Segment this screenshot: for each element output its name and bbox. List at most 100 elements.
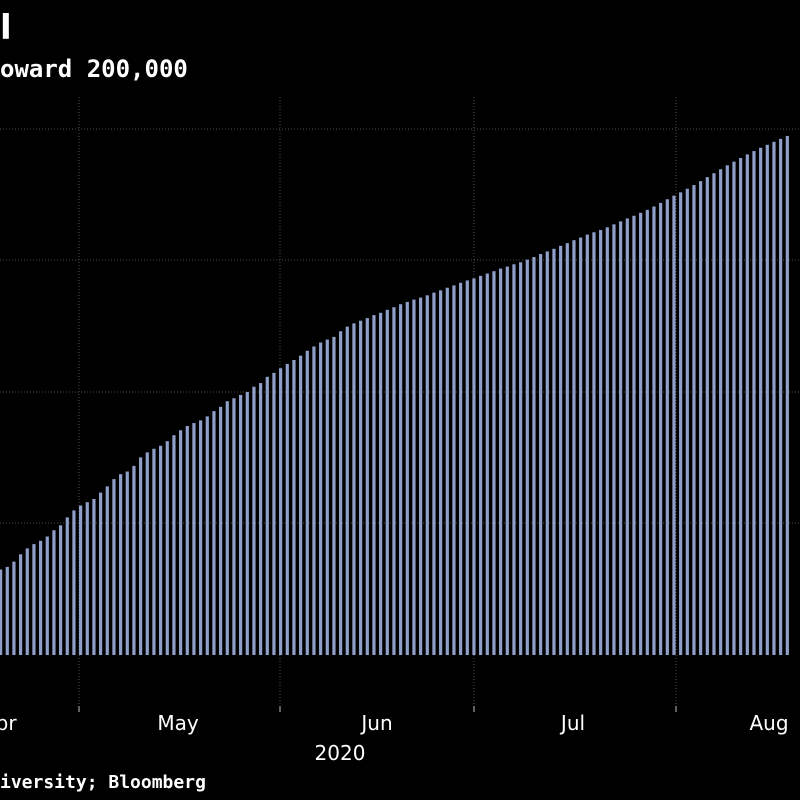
bar (439, 290, 443, 655)
bar (352, 323, 356, 655)
bar (419, 297, 423, 655)
bar (272, 372, 276, 655)
bar (692, 185, 696, 655)
x-tick-label: Apr (0, 711, 17, 735)
bar (265, 376, 269, 655)
bar (132, 465, 136, 655)
bar (319, 342, 323, 655)
bar (672, 195, 676, 655)
bar (0, 569, 3, 655)
bar (679, 192, 683, 655)
bar (239, 394, 243, 655)
bar (172, 435, 176, 655)
bar (779, 138, 783, 655)
bar (612, 224, 616, 655)
bar (492, 271, 496, 655)
bar (525, 259, 529, 655)
bar (159, 445, 163, 655)
bar (445, 287, 449, 655)
bar (359, 320, 363, 655)
bar (685, 188, 689, 655)
bar (345, 326, 349, 655)
bar (412, 299, 416, 655)
bar (385, 309, 389, 655)
bar (12, 561, 16, 655)
bar (605, 227, 609, 655)
bar (379, 312, 383, 655)
bar (565, 243, 569, 655)
bar (552, 248, 556, 655)
bar (545, 251, 549, 655)
bar (745, 154, 749, 655)
chart-subtitle: oward 200,000 (0, 55, 188, 83)
bar (339, 331, 343, 655)
bar (279, 368, 283, 655)
bar (19, 554, 23, 655)
bar (259, 383, 263, 655)
bar (332, 336, 336, 655)
bar (579, 237, 583, 656)
x-year-label: 2020 (315, 741, 366, 765)
bar (712, 173, 716, 655)
bar (399, 304, 403, 655)
bar (459, 282, 463, 655)
bar (165, 441, 169, 655)
x-axis-ticks: Apr May Jun Jul Aug 2020 (0, 706, 789, 765)
bar (699, 181, 703, 655)
bar (452, 285, 456, 655)
bar (72, 510, 76, 655)
chart-title: l (0, 8, 12, 48)
bar (145, 452, 149, 655)
bar (732, 161, 736, 655)
bar (765, 144, 769, 655)
bar (292, 359, 296, 655)
bar (479, 275, 483, 655)
bar (619, 221, 623, 655)
bar (199, 420, 203, 655)
bar (232, 398, 236, 655)
bar (39, 540, 43, 655)
bar (112, 479, 116, 655)
bar (759, 147, 763, 656)
bar (372, 315, 376, 655)
bar (179, 430, 183, 655)
bar (105, 486, 109, 655)
bar (99, 492, 103, 655)
bar (512, 264, 516, 655)
bar (585, 234, 589, 655)
bar (152, 448, 156, 655)
x-tick-label: May (157, 711, 199, 735)
bar (539, 254, 543, 656)
bar (639, 212, 643, 656)
bar (125, 471, 129, 655)
bar (485, 273, 489, 655)
bar (592, 232, 596, 655)
bar (45, 536, 49, 655)
bar (652, 206, 656, 655)
bar (65, 517, 69, 655)
bar (425, 295, 429, 655)
bar (519, 262, 523, 655)
bar (285, 363, 289, 655)
bar (505, 266, 509, 655)
bar (219, 406, 223, 655)
bar (632, 215, 636, 655)
bar (139, 457, 143, 655)
bar (245, 391, 249, 655)
bar (559, 245, 563, 656)
bar (772, 141, 776, 656)
bar (472, 278, 476, 655)
bar (212, 411, 216, 655)
bar (405, 301, 409, 655)
bar (312, 346, 316, 655)
bar (185, 425, 189, 655)
bar (205, 416, 209, 655)
bar (599, 229, 603, 655)
bar (739, 158, 743, 655)
bar (665, 199, 669, 655)
bar (572, 240, 576, 655)
x-tick-label: Aug (749, 711, 788, 735)
bar (465, 280, 469, 655)
bar (52, 530, 56, 655)
bar-layer (0, 135, 789, 656)
